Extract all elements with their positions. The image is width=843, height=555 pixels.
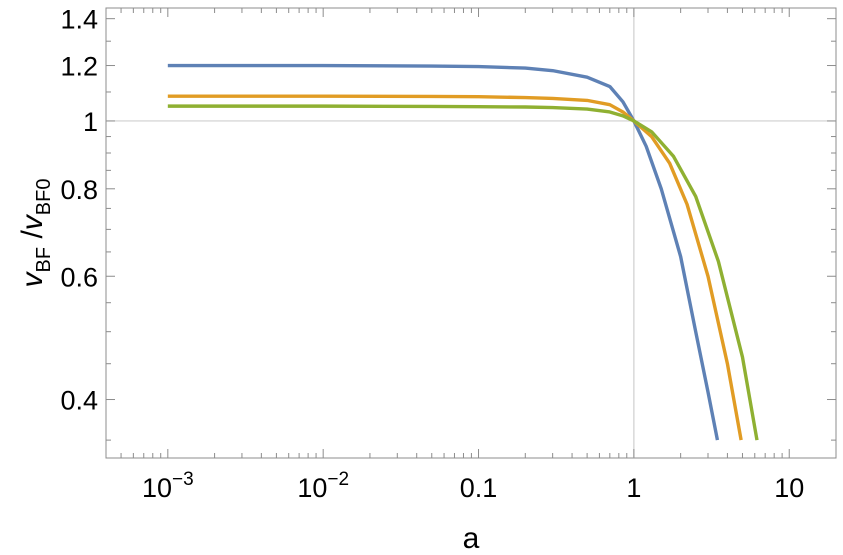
x-tick-label-exponent: −2 (327, 469, 349, 490)
x-tick-label-exponent: −3 (172, 469, 194, 490)
x-tick-label-base: 10 (297, 473, 327, 503)
series-lines (167, 63, 759, 441)
plot-frame (105, 7, 837, 459)
gridlines (106, 8, 836, 458)
y-tick-label: 1.2 (60, 52, 98, 82)
y-tick-label: 0.8 (60, 175, 98, 205)
y-axis-title-sub-1: BF (33, 247, 55, 273)
x-tick-label-base: 10 (142, 473, 172, 503)
tick-labels: 10−3 10−2 0.1 1 100.40.60.811.21.4 (60, 5, 804, 503)
x-tick-label: 10 (774, 473, 804, 503)
x-tick-label: 0.1 (460, 473, 498, 503)
x-tick-label-base: 1 (626, 473, 641, 503)
x-tick-label-base: 10 (774, 473, 804, 503)
y-axis-title: vBF /vBF0 (16, 179, 55, 288)
x-tick-label: 10−2 (297, 469, 349, 503)
x-tick-label: 10−3 (142, 469, 194, 503)
series-line-2 (167, 94, 743, 441)
series-line-1 (167, 63, 720, 441)
y-tick-label: 1 (83, 107, 98, 137)
x-tick-label-base: 0.1 (460, 473, 498, 503)
y-tick-label: 0.4 (60, 386, 98, 416)
y-tick-label: 1.4 (60, 5, 98, 35)
y-axis-title-sub-2: BF0 (33, 179, 55, 216)
x-tick-label: 1 (626, 473, 641, 503)
y-axis-title-main-1: v (16, 270, 49, 287)
y-tick-label: 0.6 (60, 262, 98, 292)
y-axis-title-sep: / (16, 230, 49, 247)
axis-ticks (105, 8, 837, 458)
series-line-3 (167, 104, 759, 441)
x-axis-title: a (463, 522, 480, 555)
y-axis-title-main-2: v (16, 213, 49, 230)
